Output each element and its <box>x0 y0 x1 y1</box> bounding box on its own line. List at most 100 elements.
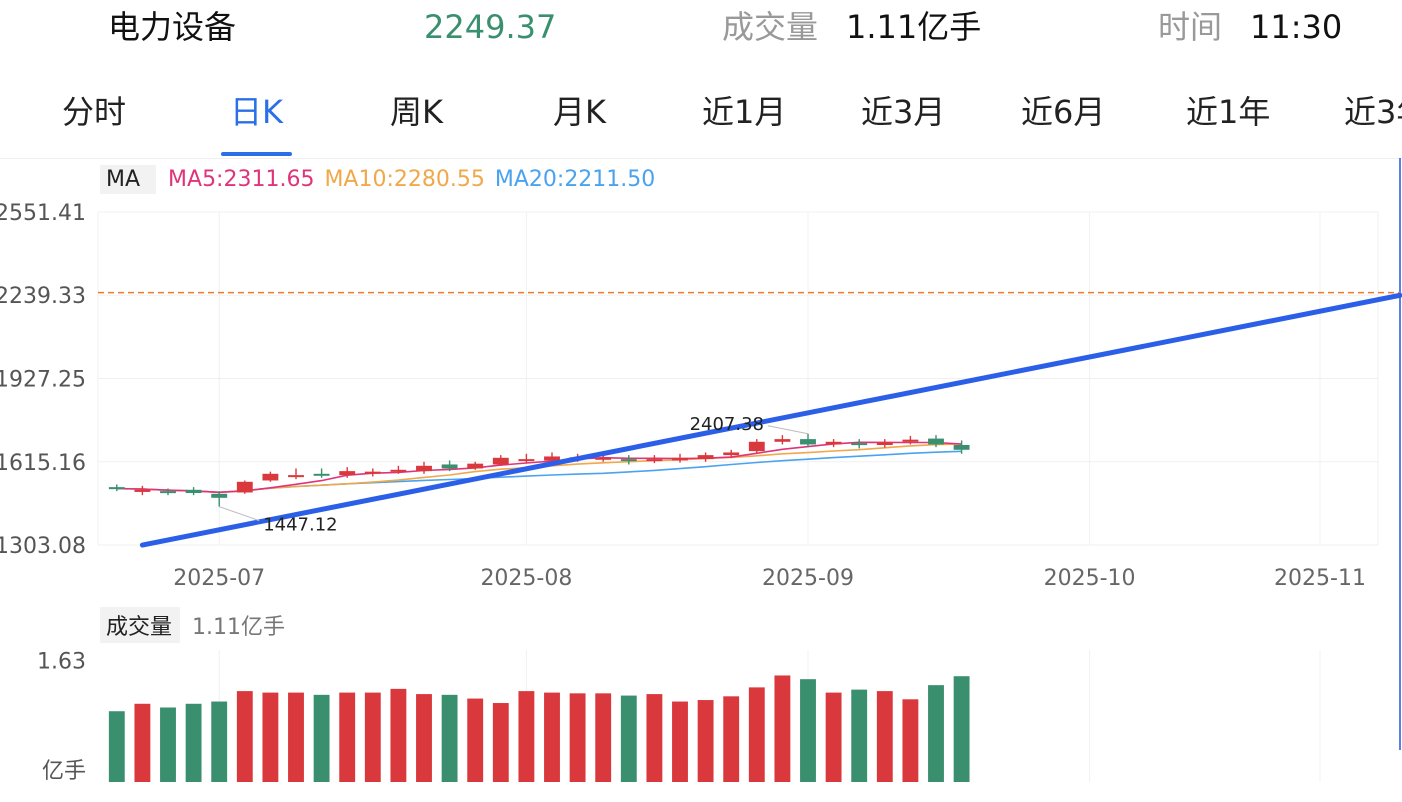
candle-body <box>416 465 432 472</box>
volume-bar <box>595 693 612 782</box>
volume-bar <box>236 691 253 782</box>
time-label: 时间 <box>1158 8 1223 46</box>
volume-bar <box>364 692 381 782</box>
volume-bar <box>160 707 176 782</box>
volume-legend: 成交量 1.11亿手 <box>100 607 286 643</box>
candle-body <box>748 441 765 452</box>
volume-bar <box>108 711 125 782</box>
candle-body <box>928 438 944 445</box>
tab-weekly-k[interactable]: 周K <box>390 93 443 131</box>
candle-body <box>672 457 688 461</box>
volume-bar <box>518 691 535 782</box>
candle-body <box>800 439 816 445</box>
quote-header: 电力设备 2249.37 成交量 1.11亿手 时间 11:30 <box>0 0 1402 62</box>
candle-body <box>236 481 253 493</box>
candle-body <box>953 444 970 450</box>
candle-body <box>262 473 279 481</box>
candle-body <box>211 493 228 498</box>
volume-bar <box>492 703 509 782</box>
volume-bar <box>672 701 688 782</box>
volume-bar <box>390 688 407 782</box>
y-tick-label: 2239.33 <box>0 284 86 309</box>
ma20-value: MA20:2211.50 <box>494 166 656 192</box>
volume-bar <box>953 676 970 782</box>
volume-tag[interactable]: 成交量 <box>100 607 181 643</box>
tab-intraday[interactable]: 分时 <box>62 93 127 131</box>
candle-body <box>441 464 458 469</box>
candle-body <box>697 455 714 460</box>
volume-bar <box>185 703 202 782</box>
volume-bar <box>800 679 816 782</box>
tab-daily-k[interactable]: 日K <box>230 93 283 131</box>
candle-body <box>595 457 612 460</box>
candle-body <box>185 489 202 494</box>
x-tick-label: 2025-08 <box>480 566 572 591</box>
volume-bar <box>313 694 330 782</box>
y-tick-label: 1615.16 <box>0 451 86 476</box>
y-tick-label: 1927.25 <box>0 367 86 392</box>
candle-body <box>160 491 176 494</box>
ma-tag[interactable]: MA <box>100 164 157 194</box>
x-tick-label: 2025-07 <box>173 566 265 591</box>
volume-bar <box>723 696 740 782</box>
volume-bar <box>339 692 356 782</box>
volume-bar <box>441 694 458 782</box>
candle-body <box>134 489 151 492</box>
candle-body <box>646 459 663 462</box>
active-tab-indicator <box>221 152 292 156</box>
y-tick-label: 1303.08 <box>0 534 86 559</box>
ma5-line <box>116 441 962 494</box>
index-price: 2249.37 <box>424 8 557 46</box>
crosshair-edge <box>1399 158 1401 750</box>
period-tabs: 分时 日K 周K 月K 近1月 近3月 近6月 近1年 近3年 <box>0 70 1402 159</box>
candle-body <box>339 471 356 476</box>
plot-border <box>97 211 1379 546</box>
ma5-value: MA5:2311.65 <box>168 166 315 192</box>
index-name: 电力设备 <box>108 8 237 46</box>
candle-body <box>851 443 868 446</box>
volume-unit-label: 亿手 <box>42 759 86 784</box>
min-leader <box>219 506 260 522</box>
candle-body <box>390 469 407 472</box>
volume-bar <box>825 692 842 782</box>
candle-body <box>723 452 740 456</box>
candle-body <box>492 457 509 465</box>
volume-bar <box>902 699 919 782</box>
x-tick-label: 2025-11 <box>1274 566 1366 591</box>
trend-line <box>139 292 1402 548</box>
tab-3-months[interactable]: 近3月 <box>861 93 946 131</box>
volume-bar <box>697 700 714 782</box>
volume-bar <box>620 695 637 782</box>
x-tick-label: 2025-09 <box>762 566 854 591</box>
candle-body <box>620 459 637 462</box>
tab-1-month[interactable]: 近1月 <box>702 93 787 131</box>
candle-body <box>467 463 484 469</box>
tab-monthly-k[interactable]: 月K <box>553 93 606 131</box>
candle-body <box>774 439 791 442</box>
candle-body <box>825 441 842 445</box>
tab-1-year[interactable]: 近1年 <box>1186 93 1271 131</box>
volume-bar <box>134 703 151 782</box>
candle-body <box>902 439 919 442</box>
volume-bar <box>569 693 586 782</box>
x-tick-label: 2025-10 <box>1044 566 1136 591</box>
candles <box>108 433 970 507</box>
max-leader <box>767 425 809 435</box>
volume-value: 1.11亿手 <box>846 8 982 46</box>
ma-legend: MA MA5:2311.65 MA10:2280.55 MA20:2211.50 <box>100 162 665 196</box>
tab-6-months[interactable]: 近6月 <box>1021 93 1106 131</box>
volume-bar <box>544 692 560 782</box>
candle-body <box>876 442 893 445</box>
volume-bar <box>467 698 484 782</box>
candle-body <box>313 473 330 476</box>
volume-bar <box>876 691 893 782</box>
volume-bar <box>851 689 868 782</box>
volume-label: 成交量 <box>722 8 819 46</box>
ma10-value: MA10:2280.55 <box>324 166 485 192</box>
volume-legend-value: 1.11亿手 <box>192 615 286 640</box>
volume-bar <box>211 701 228 782</box>
volume-bar <box>288 692 304 782</box>
tab-3-years[interactable]: 近3年 <box>1344 93 1402 131</box>
volume-bar <box>262 692 279 782</box>
